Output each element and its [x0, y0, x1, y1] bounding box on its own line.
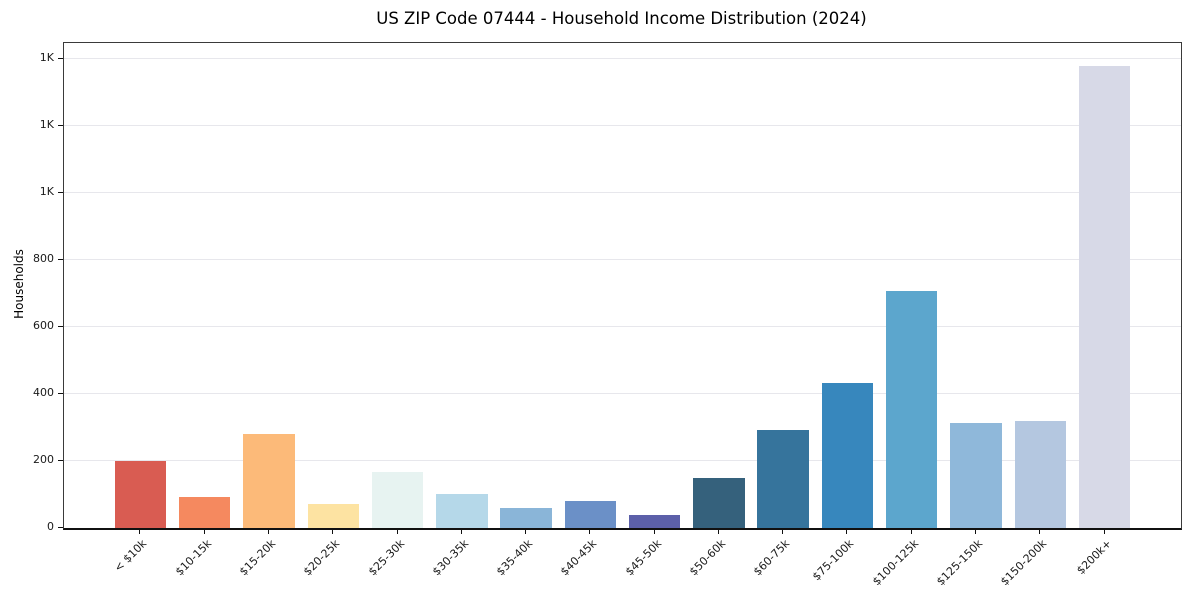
x-tick-label: $125-150k: [934, 537, 986, 589]
y-tick-mark: [58, 393, 63, 395]
y-tick-mark: [58, 192, 63, 194]
x-tick-mark: [910, 529, 912, 534]
y-tick-label: 0: [47, 520, 54, 533]
bar-10k: [114, 460, 167, 528]
x-tick-mark: [782, 529, 784, 534]
y-tick-label: 1K: [39, 118, 54, 132]
bar-60-75k: [757, 430, 809, 528]
y-tick-label: 200: [33, 453, 54, 467]
x-tick-label: $40-45k: [558, 537, 600, 579]
x-tick-label: $50-60k: [686, 537, 729, 579]
bar-45-50k: [628, 514, 681, 528]
y-tick-mark: [58, 460, 63, 462]
x-tick-mark: [653, 529, 655, 534]
gridline: [64, 326, 1181, 328]
bar-125-150k: [950, 423, 1002, 528]
x-tick-mark: [460, 529, 462, 534]
y-tick-mark: [58, 326, 63, 328]
bar-10-15k: [179, 496, 231, 528]
x-tick-mark: [1103, 529, 1105, 534]
x-tick-label: $15-20k: [236, 537, 279, 579]
gridline: [64, 125, 1181, 127]
y-tick-mark: [58, 259, 63, 261]
x-tick-mark: [268, 529, 270, 534]
bar-150-200k: [1014, 420, 1066, 528]
y-tick-label: 600: [33, 319, 54, 333]
x-tick-label: $20-25k: [301, 537, 343, 579]
x-tick-mark: [846, 529, 848, 534]
x-tick-mark: [203, 529, 205, 534]
x-tick-label: $10-15k: [172, 537, 214, 579]
x-tick-label: < $10k: [112, 537, 150, 575]
x-tick-label: $35-40k: [494, 537, 536, 579]
gridline: [64, 192, 1181, 194]
x-tick-mark: [525, 529, 527, 534]
x-tick-label: $200k+: [1073, 537, 1114, 578]
y-tick-mark: [58, 527, 63, 528]
bar-40-45k: [564, 500, 617, 528]
x-tick-label: $150-200k: [998, 537, 1050, 589]
x-tick-mark: [332, 529, 334, 534]
x-tick-mark: [139, 529, 141, 534]
y-tick-label: 1K: [39, 51, 54, 65]
y-tick-label: 400: [33, 386, 54, 400]
gridline: [64, 393, 1181, 395]
x-tick-mark: [717, 529, 719, 534]
bar-100-125k: [886, 291, 938, 528]
x-tick-label: $100-125k: [869, 537, 921, 589]
plot-area: [63, 42, 1182, 530]
x-tick-mark: [589, 529, 591, 534]
y-tick-mark: [58, 58, 63, 60]
bar-30-35k: [436, 494, 488, 528]
chart-title: US ZIP Code 07444 - Household Income Dis…: [376, 9, 867, 28]
x-tick-label: $25-30k: [365, 537, 407, 579]
x-tick-mark: [1039, 529, 1041, 534]
x-tick-label: $60-75k: [751, 537, 793, 579]
x-tick-label: $30-35k: [429, 537, 472, 579]
gridline: [64, 259, 1181, 261]
bar-50-60k: [693, 477, 745, 528]
bar-15-20k: [243, 434, 295, 528]
y-tick-label: 800: [33, 252, 54, 266]
x-tick-label: $75-100k: [810, 537, 857, 584]
x-tick-mark: [396, 529, 398, 534]
gridline: [64, 460, 1181, 462]
bar-35-40k: [500, 507, 552, 528]
bar-25-30k: [371, 471, 424, 528]
gridline: [64, 58, 1181, 60]
y-tick-mark: [58, 125, 63, 127]
bar-20-25k: [307, 503, 359, 528]
bar-200k: [1078, 66, 1131, 528]
x-tick-label: $45-50k: [622, 537, 664, 579]
x-tick-mark: [974, 529, 976, 534]
bar-75-100k: [821, 383, 874, 528]
y-tick-label: 1K: [39, 185, 54, 199]
